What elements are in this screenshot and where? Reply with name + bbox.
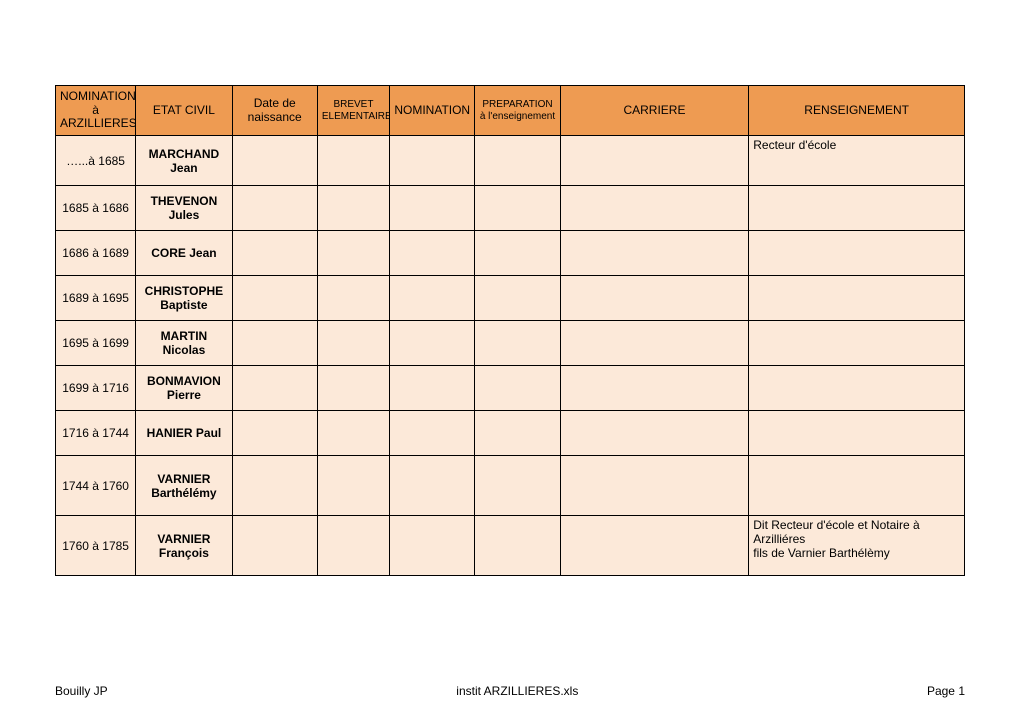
cell-prep (475, 411, 560, 456)
table-header-row: NOMINATION à ARZILLIERESETAT CIVILDate d… (56, 86, 965, 136)
cell-etat: HANIER Paul (136, 411, 232, 456)
cell-prep (475, 456, 560, 516)
cell-brevet (317, 456, 389, 516)
cell-date (232, 366, 317, 411)
cell-carr (560, 366, 749, 411)
cell-period: …...à 1685 (56, 136, 136, 186)
cell-rens (749, 411, 965, 456)
cell-prep (475, 136, 560, 186)
cell-date (232, 276, 317, 321)
cell-brevet (317, 276, 389, 321)
col-header-0: NOMINATION à ARZILLIERES (56, 86, 136, 136)
cell-brevet (317, 366, 389, 411)
cell-period: 1744 à 1760 (56, 456, 136, 516)
cell-carr (560, 276, 749, 321)
cell-etat: BONMAVION Pierre (136, 366, 232, 411)
table-row: 1760 à 1785VARNIER François Dit Recteur d… (56, 516, 965, 576)
cell-etat: THEVENON Jules (136, 186, 232, 231)
cell-period: 1699 à 1716 (56, 366, 136, 411)
cell-carr (560, 321, 749, 366)
cell-brevet (317, 231, 389, 276)
cell-nom (390, 231, 475, 276)
col-header-6: CARRIERE (560, 86, 749, 136)
cell-prep (475, 366, 560, 411)
table-row: 1686 à 1689CORE Jean (56, 231, 965, 276)
cell-date (232, 516, 317, 576)
cell-brevet (317, 186, 389, 231)
cell-date (232, 186, 317, 231)
col-header-2: Date de naissance (232, 86, 317, 136)
cell-brevet (317, 321, 389, 366)
cell-brevet (317, 411, 389, 456)
cell-carr (560, 411, 749, 456)
cell-nom (390, 276, 475, 321)
cell-date (232, 231, 317, 276)
cell-nom (390, 366, 475, 411)
cell-rens (749, 456, 965, 516)
cell-etat: VARNIER Barthélémy (136, 456, 232, 516)
cell-prep (475, 276, 560, 321)
cell-prep (475, 516, 560, 576)
table-row: 1685 à 1686THEVENON Jules (56, 186, 965, 231)
page-footer: Bouilly JP instit ARZILLIERES.xls Page 1 (55, 684, 965, 698)
cell-prep (475, 231, 560, 276)
data-table: NOMINATION à ARZILLIERESETAT CIVILDate d… (55, 85, 965, 576)
cell-date (232, 456, 317, 516)
cell-etat: CORE Jean (136, 231, 232, 276)
footer-right: Page 1 (927, 684, 965, 698)
cell-nom (390, 411, 475, 456)
cell-rens (749, 186, 965, 231)
cell-prep (475, 186, 560, 231)
table-row: 1699 à 1716BONMAVION Pierre (56, 366, 965, 411)
cell-carr (560, 186, 749, 231)
cell-carr (560, 516, 749, 576)
cell-period: 1695 à 1699 (56, 321, 136, 366)
cell-etat: CHRISTOPHE Baptiste (136, 276, 232, 321)
col-header-5: PREPARATION à l'enseignement (475, 86, 560, 136)
cell-date (232, 136, 317, 186)
cell-nom (390, 186, 475, 231)
cell-etat: VARNIER François (136, 516, 232, 576)
cell-period: 1689 à 1695 (56, 276, 136, 321)
cell-carr (560, 231, 749, 276)
cell-period: 1716 à 1744 (56, 411, 136, 456)
footer-left: Bouilly JP (55, 684, 108, 698)
cell-rens: Recteur d'école (749, 136, 965, 186)
col-header-4: NOMINATION (390, 86, 475, 136)
table-row: …...à 1685MARCHAND Jean Recteur d'école (56, 136, 965, 186)
cell-brevet (317, 516, 389, 576)
cell-nom (390, 516, 475, 576)
table-row: 1689 à 1695CHRISTOPHE Baptiste (56, 276, 965, 321)
cell-period: 1686 à 1689 (56, 231, 136, 276)
cell-period: 1760 à 1785 (56, 516, 136, 576)
footer-center: instit ARZILLIERES.xls (456, 684, 578, 698)
cell-period: 1685 à 1686 (56, 186, 136, 231)
cell-prep (475, 321, 560, 366)
col-header-3: BREVET ELEMENTAIRE (317, 86, 389, 136)
cell-date (232, 411, 317, 456)
table-row: 1744 à 1760VARNIER Barthélémy (56, 456, 965, 516)
cell-carr (560, 456, 749, 516)
cell-rens (749, 321, 965, 366)
cell-etat: MARCHAND Jean (136, 136, 232, 186)
cell-brevet (317, 136, 389, 186)
cell-rens: Dit Recteur d'école et Notaire à Arzilli… (749, 516, 965, 576)
cell-nom (390, 321, 475, 366)
table-row: 1716 à 1744HANIER Paul (56, 411, 965, 456)
col-header-1: ETAT CIVIL (136, 86, 232, 136)
col-header-7: RENSEIGNEMENT (749, 86, 965, 136)
cell-nom (390, 456, 475, 516)
cell-rens (749, 276, 965, 321)
cell-etat: MARTIN Nicolas (136, 321, 232, 366)
cell-date (232, 321, 317, 366)
table-row: 1695 à 1699MARTIN Nicolas (56, 321, 965, 366)
cell-rens (749, 366, 965, 411)
cell-carr (560, 136, 749, 186)
cell-nom (390, 136, 475, 186)
cell-rens (749, 231, 965, 276)
